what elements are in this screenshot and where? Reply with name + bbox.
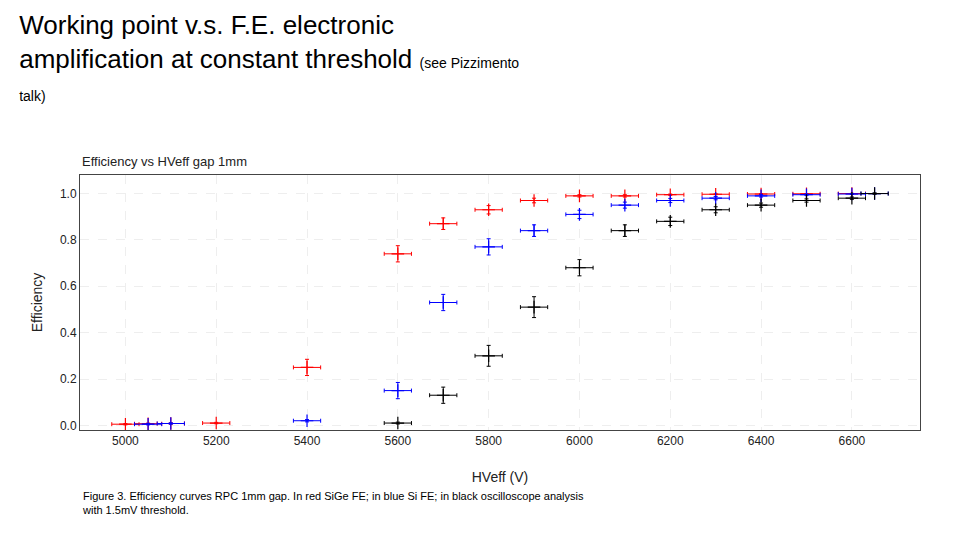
svg-text:HVeff (V): HVeff (V) (472, 469, 529, 485)
svg-text:0.2: 0.2 (60, 372, 77, 386)
svg-text:6400: 6400 (748, 434, 775, 448)
svg-text:6000: 6000 (566, 434, 593, 448)
svg-text:5600: 5600 (384, 434, 411, 448)
svg-text:Efficiency: Efficiency (29, 273, 45, 333)
svg-text:Working point v.s. F.E. electr: Working point v.s. F.E. electronicamplif… (19, 10, 519, 105)
svg-text:Efficiency vs HVeff gap 1mm: Efficiency vs HVeff gap 1mm (82, 154, 247, 169)
svg-text:6200: 6200 (657, 434, 684, 448)
svg-text:5400: 5400 (294, 434, 321, 448)
svg-text:1.0: 1.0 (60, 187, 77, 201)
svg-text:0.0: 0.0 (60, 419, 77, 433)
svg-text:5000: 5000 (112, 434, 139, 448)
svg-text:Figure 3. Efficiency curves RP: Figure 3. Efficiency curves RPC 1mm gap.… (82, 490, 584, 516)
svg-text:5800: 5800 (475, 434, 502, 448)
svg-text:0.6: 0.6 (60, 279, 77, 293)
svg-text:5200: 5200 (203, 434, 230, 448)
svg-text:0.4: 0.4 (60, 326, 77, 340)
svg-text:6600: 6600 (839, 434, 866, 448)
svg-text:0.8: 0.8 (60, 233, 77, 247)
